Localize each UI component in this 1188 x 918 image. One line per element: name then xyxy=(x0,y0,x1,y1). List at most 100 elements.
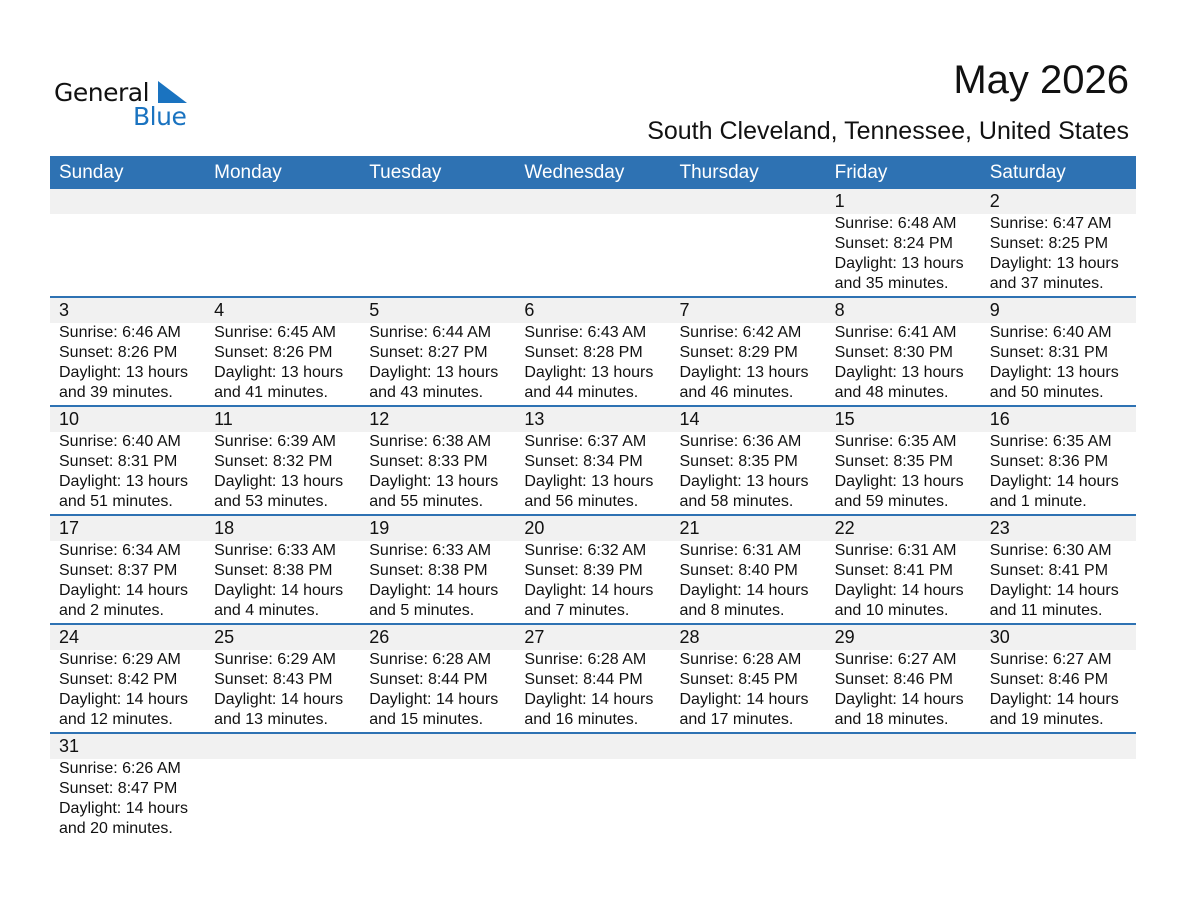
day-cell: 5 Sunrise: 6:44 AM Sunset: 8:27 PM Daylight… xyxy=(360,298,515,403)
sunset-text: Sunset: 8:45 PM xyxy=(679,671,798,688)
day-number: 19 xyxy=(369,518,390,538)
week-row: 3 Sunrise: 6:46 AM Sunset: 8:26 PM Daylight… xyxy=(50,298,1136,407)
day-number: 11 xyxy=(214,409,233,429)
day-number: 31 xyxy=(59,736,80,756)
sunrise-text: Sunrise: 6:33 AM xyxy=(369,542,492,559)
daylight-minutes-text: and 46 minutes. xyxy=(679,384,794,401)
sunset-text: Sunset: 8:39 PM xyxy=(524,562,643,579)
daylight-text: Daylight: 14 hours xyxy=(524,691,654,708)
daylight-minutes-text: and 48 minutes. xyxy=(834,384,949,401)
weekday-wednesday: Wednesday xyxy=(524,162,625,183)
sunset-text: Sunset: 8:38 PM xyxy=(214,562,333,579)
day-number: 17 xyxy=(59,518,80,538)
date-band xyxy=(50,625,1136,650)
daylight-text: Daylight: 14 hours xyxy=(989,691,1119,708)
sunset-text: Sunset: 8:42 PM xyxy=(59,671,178,688)
day-cell: 29 Sunrise: 6:27 AM Sunset: 8:46 PM Dayligh… xyxy=(826,625,981,730)
daylight-text: Daylight: 14 hours xyxy=(679,691,809,708)
daylight-minutes-text: and 41 minutes. xyxy=(214,384,328,401)
sunset-text: Sunset: 8:26 PM xyxy=(59,344,178,361)
day-number: 6 xyxy=(524,300,535,320)
daylight-minutes-text: and 4 minutes. xyxy=(214,602,320,619)
sunrise-text: Sunrise: 6:39 AM xyxy=(214,433,336,450)
sunset-text: Sunset: 8:35 PM xyxy=(834,453,953,470)
sunrise-text: Sunrise: 6:46 AM xyxy=(59,324,181,341)
date-band xyxy=(50,734,1136,759)
daylight-text: Daylight: 13 hours xyxy=(834,255,964,272)
daylight-minutes-text: and 56 minutes. xyxy=(524,493,639,510)
sunset-text: Sunset: 8:44 PM xyxy=(369,671,488,688)
day-cell: 20 Sunrise: 6:32 AM Sunset: 8:39 PM Dayligh… xyxy=(515,516,670,621)
sunrise-text: Sunrise: 6:36 AM xyxy=(679,433,802,450)
daylight-text: Daylight: 13 hours xyxy=(834,473,964,490)
day-number: 25 xyxy=(214,627,235,647)
week-row: 1 Sunrise: 6:48 AM Sunset: 8:24 PM Daylight… xyxy=(50,189,1136,298)
calendar: Sunday Monday Tuesday Wednesday Thursday Frid… xyxy=(50,156,1136,843)
empty-cell xyxy=(205,734,360,839)
daylight-minutes-text: and 11 minutes. xyxy=(989,602,1103,619)
day-cell: 14 Sunrise: 6:36 AM Sunset: 8:35 PM Dayligh… xyxy=(671,407,826,512)
day-cell: 25 Sunrise: 6:29 AM Sunset: 8:43 PM Dayligh… xyxy=(205,625,360,730)
day-number: 1 xyxy=(834,191,845,211)
day-number: 12 xyxy=(369,409,390,429)
daylight-minutes-text: and 37 minutes. xyxy=(989,275,1104,292)
day-number: 27 xyxy=(524,627,545,647)
empty-cell xyxy=(205,189,360,294)
daylight-text: Daylight: 13 hours xyxy=(214,473,344,490)
location-subtitle: South Cleveland, Tennessee, United State… xyxy=(647,117,1129,145)
sunrise-text: Sunrise: 6:45 AM xyxy=(214,324,336,341)
day-number: 2 xyxy=(989,191,1000,211)
daylight-minutes-text: and 18 minutes. xyxy=(834,711,949,728)
sunset-text: Sunset: 8:37 PM xyxy=(59,562,178,579)
day-cell: 16 Sunrise: 6:35 AM Sunset: 8:36 PM Dayligh… xyxy=(981,407,1136,512)
sunrise-text: Sunrise: 6:30 AM xyxy=(989,542,1112,559)
daylight-text: Daylight: 13 hours xyxy=(834,364,964,381)
empty-cell xyxy=(671,734,826,839)
daylight-text: Daylight: 14 hours xyxy=(989,582,1119,599)
daylight-minutes-text: and 44 minutes. xyxy=(524,384,639,401)
sunrise-text: Sunrise: 6:40 AM xyxy=(59,433,181,450)
sunset-text: Sunset: 8:34 PM xyxy=(524,453,643,470)
daylight-text: Daylight: 13 hours xyxy=(524,364,654,381)
sunset-text: Sunset: 8:26 PM xyxy=(214,344,333,361)
daylight-text: Daylight: 13 hours xyxy=(369,364,499,381)
day-cell: 12 Sunrise: 6:38 AM Sunset: 8:33 PM Dayligh… xyxy=(360,407,515,512)
daylight-text: Daylight: 13 hours xyxy=(59,473,188,490)
day-number: 28 xyxy=(679,627,700,647)
daylight-text: Daylight: 13 hours xyxy=(989,364,1119,381)
sunrise-text: Sunrise: 6:27 AM xyxy=(989,651,1112,668)
sunset-text: Sunset: 8:38 PM xyxy=(369,562,488,579)
sunrise-text: Sunrise: 6:35 AM xyxy=(989,433,1112,450)
daylight-minutes-text: and 8 minutes. xyxy=(679,602,785,619)
day-number: 15 xyxy=(834,409,855,429)
logo-text-general: General xyxy=(54,78,150,107)
day-number: 22 xyxy=(834,518,855,538)
sunset-text: Sunset: 8:36 PM xyxy=(989,453,1109,470)
day-number: 23 xyxy=(989,518,1010,538)
daylight-text: Daylight: 14 hours xyxy=(989,473,1119,490)
day-number: 24 xyxy=(59,627,80,647)
day-number: 3 xyxy=(59,300,70,320)
day-cell: 31 Sunrise: 6:26 AM Sunset: 8:47 PM Dayligh… xyxy=(50,734,205,839)
sunrise-text: Sunrise: 6:48 AM xyxy=(834,215,957,232)
empty-cell xyxy=(671,189,826,294)
daylight-text: Daylight: 13 hours xyxy=(59,364,188,381)
day-cell: 6 Sunrise: 6:43 AM Sunset: 8:28 PM Daylight… xyxy=(515,298,670,403)
sunset-text: Sunset: 8:31 PM xyxy=(989,344,1109,361)
day-number: 7 xyxy=(679,300,690,320)
daylight-minutes-text: and 16 minutes. xyxy=(524,711,639,728)
weekday-header: Sunday Monday Tuesday Wednesday Thursday Frid… xyxy=(50,156,1136,189)
weekday-monday: Monday xyxy=(214,162,282,183)
day-cell: 10 Sunrise: 6:40 AM Sunset: 8:31 PM Dayligh… xyxy=(50,407,205,512)
day-cell: 21 Sunrise: 6:31 AM Sunset: 8:40 PM Dayligh… xyxy=(671,516,826,621)
sunset-text: Sunset: 8:24 PM xyxy=(834,235,953,252)
empty-cell xyxy=(981,734,1136,839)
daylight-text: Daylight: 14 hours xyxy=(679,582,809,599)
daylight-text: Daylight: 13 hours xyxy=(214,364,344,381)
logo-triangle-icon xyxy=(158,81,187,103)
daylight-text: Daylight: 14 hours xyxy=(214,582,344,599)
daylight-text: Daylight: 14 hours xyxy=(214,691,344,708)
sunrise-text: Sunrise: 6:38 AM xyxy=(369,433,492,450)
sunrise-text: Sunrise: 6:28 AM xyxy=(679,651,802,668)
weekday-tuesday: Tuesday xyxy=(369,162,442,183)
